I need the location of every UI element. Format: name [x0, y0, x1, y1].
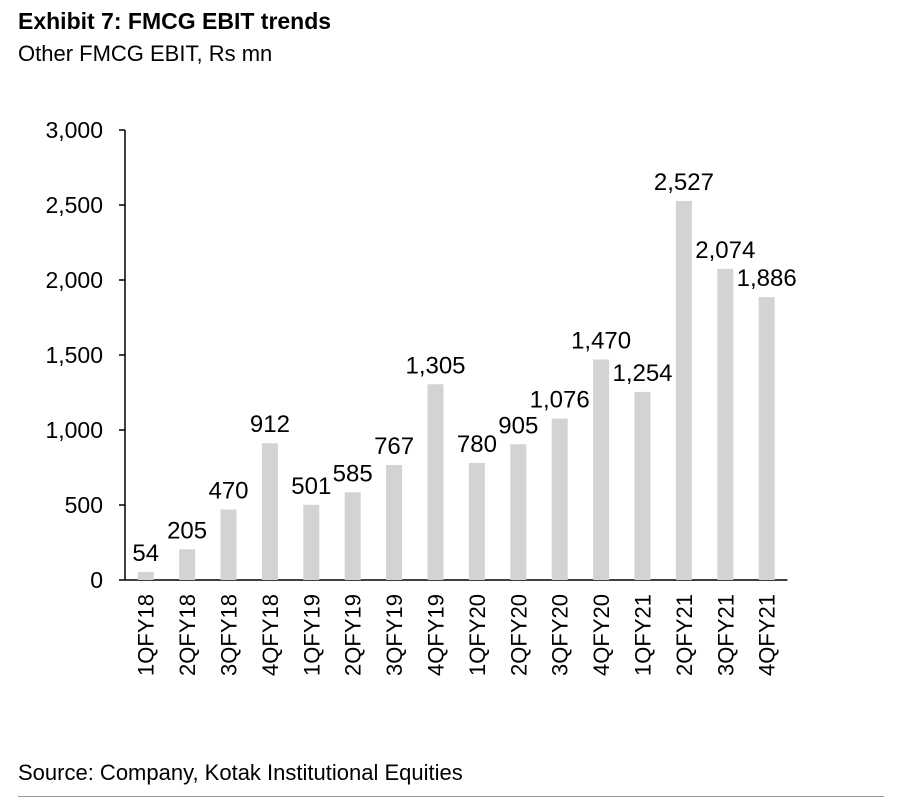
y-tick-label: 1,000 [45, 417, 103, 443]
y-tick-label: 1,500 [45, 342, 103, 368]
bar [634, 391, 651, 580]
x-tick-label: 3QFY21 [713, 594, 738, 676]
bar [593, 359, 610, 580]
source-divider [18, 796, 884, 797]
y-tick-label: 0 [90, 567, 103, 593]
bar [551, 418, 568, 580]
chart-subtitle: Other FMCG EBIT, Rs mn [18, 41, 273, 66]
bar [510, 444, 527, 580]
y-tick-label: 2,000 [45, 267, 103, 293]
bar [468, 463, 485, 580]
x-tick-label: 1QFY18 [134, 594, 159, 676]
data-label: 912 [250, 411, 290, 438]
x-tick-label: 4QFY21 [755, 594, 780, 676]
data-label: 470 [208, 478, 248, 505]
x-tick-label: 2QFY20 [506, 594, 531, 676]
y-tick-label: 3,000 [45, 117, 103, 143]
data-label: 2,074 [695, 237, 755, 264]
x-tick-label: 4QFY19 [424, 594, 449, 676]
bar [303, 504, 320, 580]
data-label: 767 [374, 433, 414, 460]
bar [427, 384, 444, 580]
chart-title: Exhibit 7: FMCG EBIT trends [18, 8, 332, 34]
data-label: 905 [498, 412, 538, 439]
data-label: 2,527 [654, 169, 714, 196]
x-tick-label: 4QFY18 [258, 594, 283, 676]
bar [220, 509, 237, 580]
bar [717, 268, 734, 580]
x-tick-label: 4QFY20 [589, 594, 614, 676]
bar [344, 492, 361, 580]
data-label: 585 [333, 460, 373, 487]
source-note: Source: Company, Kotak Institutional Equ… [18, 760, 463, 785]
data-label: 54 [132, 540, 159, 567]
x-tick-label: 1QFY19 [299, 594, 324, 676]
bar [675, 200, 692, 580]
data-label: 780 [457, 431, 497, 458]
y-tick-label: 500 [65, 492, 103, 518]
bar [137, 571, 154, 580]
bar-chart: 0 500 1,000 1,500 2,000 2,500 3,000 54 1QFY18 205… [45, 117, 797, 676]
bar [261, 443, 278, 580]
bar [386, 464, 403, 580]
data-label: 1,076 [530, 387, 590, 414]
bar [758, 297, 775, 580]
data-label: 1,886 [737, 265, 797, 292]
x-tick-label: 2QFY18 [175, 594, 200, 676]
x-tick-label: 3QFY20 [548, 594, 573, 676]
x-tick-label: 1QFY21 [631, 594, 656, 676]
y-tick-label: 2,500 [45, 192, 103, 218]
data-label: 205 [167, 517, 207, 544]
data-label: 1,470 [571, 328, 631, 355]
data-label: 1,254 [612, 360, 672, 387]
x-tick-label: 2QFY21 [672, 594, 697, 676]
bar [179, 549, 196, 580]
x-tick-label: 1QFY20 [465, 594, 490, 676]
x-tick-label: 2QFY19 [341, 594, 366, 676]
x-tick-label: 3QFY19 [382, 594, 407, 676]
data-label: 1,305 [405, 352, 465, 379]
x-tick-label: 3QFY18 [217, 594, 242, 676]
data-label: 501 [291, 473, 331, 500]
